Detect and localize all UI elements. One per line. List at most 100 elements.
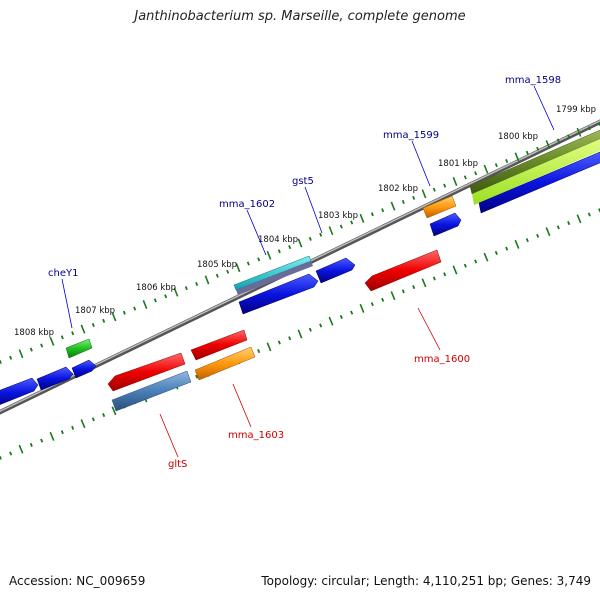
- gene-gltS: [111, 370, 192, 412]
- gene-label: gltS: [168, 459, 187, 470]
- minor-tick: [257, 257, 261, 262]
- position-labels: 1799 kbp 1800 kbp 1801 kbp 1802 kbp 1803…: [14, 105, 596, 338]
- minor-tick: [443, 183, 447, 188]
- major-tick: [545, 227, 551, 237]
- minor-tick: [102, 318, 106, 323]
- gene-mma-1599: [422, 195, 457, 219]
- minor-tick: [122, 310, 126, 315]
- minor-tick: [277, 249, 281, 254]
- minor-tick: [60, 430, 64, 435]
- minor-tick: [308, 236, 312, 241]
- major-tick: [142, 300, 148, 309]
- minor-tick: [401, 289, 405, 294]
- genome-summary-text: Topology: circular; Length: 4,110,251 bp…: [261, 574, 591, 588]
- minor-tick: [474, 259, 478, 264]
- major-tick: [173, 287, 179, 297]
- major-tick: [514, 152, 520, 162]
- minor-tick: [71, 331, 75, 336]
- kbp-label: 1799 kbp: [556, 105, 596, 115]
- major-tick: [390, 201, 396, 211]
- minor-tick: [370, 302, 374, 307]
- major-tick: [49, 336, 55, 346]
- minor-tick: [463, 263, 467, 268]
- kbp-label: 1803 kbp: [318, 211, 358, 221]
- minor-tick: [319, 323, 323, 328]
- gene-label: mma_1599: [383, 130, 439, 141]
- minor-tick: [370, 212, 374, 217]
- kbp-label: 1804 kbp: [258, 235, 298, 245]
- minor-tick: [567, 221, 571, 226]
- gene-forward-arrow: [478, 151, 600, 214]
- major-tick: [297, 329, 303, 339]
- minor-tick: [432, 276, 436, 281]
- kbp-label: 1801 kbp: [438, 159, 478, 169]
- gene-mma-1598-stripe: [472, 139, 600, 205]
- minor-tick: [164, 294, 168, 299]
- major-tick: [576, 214, 582, 224]
- minor-tick: [246, 261, 250, 266]
- major-tick: [266, 342, 272, 352]
- gene-gst5: [315, 257, 356, 284]
- minor-tick: [525, 238, 529, 243]
- major-tick: [514, 239, 520, 249]
- gene-reverse-arrow: [190, 329, 248, 361]
- minor-tick: [288, 336, 292, 341]
- minor-tick: [350, 310, 354, 315]
- gene-cheY1: [65, 338, 93, 359]
- minor-tick: [536, 233, 540, 238]
- minor-tick: [257, 349, 261, 354]
- minor-tick: [494, 163, 498, 168]
- gene-mma-1602-stripe: [236, 261, 313, 295]
- kbp-label: 1802 kbp: [378, 184, 418, 194]
- gene-reverse-arrow: [107, 352, 186, 392]
- minor-tick: [567, 134, 571, 139]
- major-tick: [452, 177, 458, 186]
- major-tick: [80, 324, 86, 334]
- minor-tick: [308, 327, 312, 332]
- accession-text: Accession: NC_009659: [9, 574, 146, 588]
- gene-mma-1598: [469, 129, 600, 195]
- minor-tick: [443, 272, 447, 277]
- gene-forward-arrow: [238, 273, 319, 315]
- gene-label: mma_1602: [219, 199, 275, 210]
- minor-tick: [40, 343, 44, 348]
- minor-tick: [319, 232, 323, 237]
- minor-tick: [474, 171, 478, 176]
- major-tick: [80, 419, 86, 429]
- gene-forward-arrow: [71, 359, 97, 379]
- minor-tick: [133, 306, 137, 311]
- major-tick: [421, 278, 427, 288]
- major-tick: [111, 312, 117, 322]
- minor-tick: [195, 374, 199, 379]
- major-tick: [483, 252, 489, 262]
- minor-tick: [226, 269, 230, 274]
- minor-tick: [215, 273, 219, 278]
- minor-tick: [29, 347, 33, 352]
- minor-tick: [91, 417, 95, 422]
- kbp-label: 1807 kbp: [75, 306, 115, 316]
- gene-label: cheY1: [48, 268, 78, 279]
- minor-tick: [381, 208, 385, 213]
- major-tick: [359, 303, 365, 313]
- gene-label: mma_1598: [505, 75, 561, 86]
- forward-strand-genes: [0, 129, 600, 405]
- major-tick: [204, 275, 210, 285]
- major-tick: [49, 431, 55, 441]
- minor-tick: [587, 126, 591, 131]
- major-tick: [328, 316, 334, 326]
- minor-tick: [587, 212, 591, 217]
- major-tick: [421, 189, 427, 199]
- minor-tick: [381, 297, 385, 302]
- minor-tick: [432, 187, 436, 192]
- major-tick: [18, 444, 24, 454]
- minor-tick: [350, 220, 354, 225]
- map-title: Janthinobacterium sp. Marseille, complet…: [134, 9, 466, 24]
- gene-forward-arrow: [0, 377, 39, 405]
- minor-tick: [463, 175, 467, 180]
- minor-tick: [505, 158, 509, 164]
- gene-forward-arrow: [36, 366, 74, 391]
- minor-tick: [536, 146, 540, 151]
- major-tick: [545, 140, 551, 150]
- kbp-label: 1806 kbp: [136, 283, 176, 293]
